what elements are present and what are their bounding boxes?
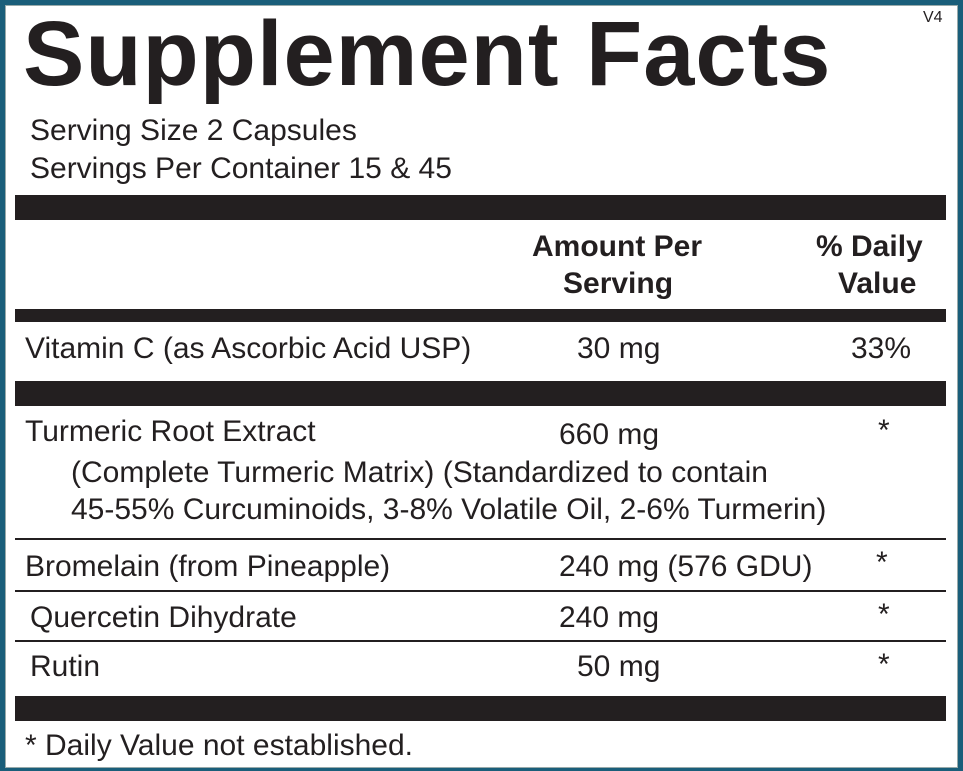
nutrient-name: Bromelain (from Pineapple) bbox=[25, 550, 391, 583]
nutrient-name: Quercetin Dihydrate bbox=[30, 601, 297, 634]
nutrient-name: Rutin bbox=[30, 650, 101, 683]
nutrient-dv: * bbox=[878, 414, 890, 447]
nutrient-dv: 33% bbox=[851, 332, 912, 365]
title: Supplement Facts bbox=[23, 3, 832, 105]
nutrient-amount: 240 mg bbox=[559, 601, 660, 634]
divider-thin bbox=[15, 640, 946, 642]
nutrient-name: Vitamin C (as Ascorbic Acid USP) bbox=[25, 332, 472, 365]
nutrient-amount: 30 mg bbox=[577, 332, 661, 365]
divider-thick bbox=[15, 381, 946, 406]
divider-medium bbox=[15, 309, 946, 322]
supplement-facts-panel: Supplement Facts V4 Serving Size 2 Capsu… bbox=[5, 5, 958, 768]
header-amount: Amount Per bbox=[532, 230, 703, 263]
header-amount: Serving bbox=[563, 267, 674, 300]
header-dv: % Daily bbox=[816, 230, 923, 263]
divider-thick bbox=[15, 696, 946, 721]
nutrient-name: Turmeric Root Extract bbox=[25, 415, 316, 448]
divider-thin bbox=[15, 538, 946, 540]
nutrient-dv: * bbox=[878, 648, 890, 681]
nutrient-dv: * bbox=[876, 546, 888, 579]
divider-thin bbox=[15, 590, 946, 592]
header-dv: Value bbox=[838, 267, 917, 300]
nutrient-dv: * bbox=[878, 598, 890, 631]
nutrient-amount: 50 mg bbox=[577, 650, 661, 683]
serving-size: Serving Size 2 Capsules bbox=[30, 114, 357, 147]
version-label: V4 bbox=[923, 9, 943, 26]
nutrient-amount: 660 mg bbox=[559, 418, 660, 451]
nutrient-detail: 45-55% Curcuminoids, 3-8% Volatile Oil, … bbox=[71, 493, 827, 526]
divider-thick bbox=[15, 195, 946, 220]
nutrient-detail: (Complete Turmeric Matrix) (Standardized… bbox=[71, 456, 768, 489]
servings-per-container: Servings Per Container 15 & 45 bbox=[30, 152, 452, 185]
footnote: * Daily Value not established. bbox=[25, 729, 414, 762]
nutrient-amount: 240 mg (576 GDU) bbox=[559, 550, 813, 583]
